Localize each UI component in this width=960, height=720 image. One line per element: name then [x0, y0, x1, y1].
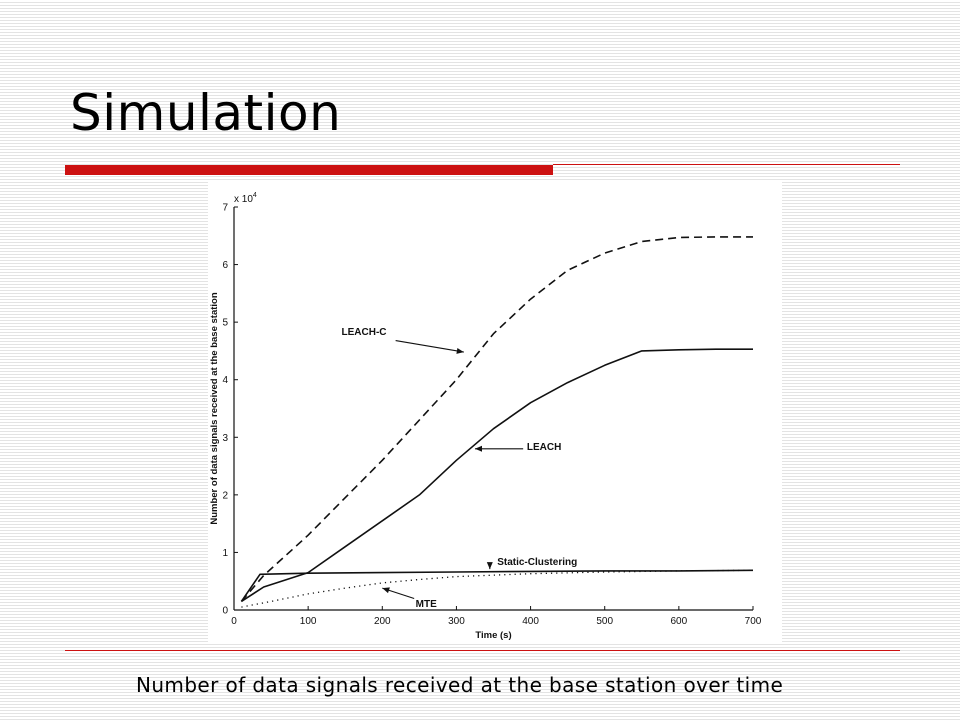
- y-tick-label: 6: [222, 260, 228, 271]
- annotation-arrow-leach-c: [395, 340, 464, 353]
- y-tick-label: 2: [222, 490, 228, 501]
- series-line-mte: [241, 569, 754, 608]
- x-tick-label: 0: [231, 616, 237, 627]
- series-line-leach: [240, 348, 753, 603]
- y-tick-label: 4: [222, 375, 228, 386]
- x-axis-label: Time (s): [475, 630, 511, 641]
- annotation-label-leach-c: LEACH-C: [342, 327, 387, 338]
- slide-title: Simulation: [70, 84, 342, 142]
- series-line-static-clustering: [240, 569, 754, 602]
- x-tick-label: 500: [596, 616, 613, 627]
- x-tick-label: 400: [522, 616, 539, 627]
- y-tick-label: 7: [222, 203, 228, 214]
- annotation-label-static-clustering: Static-Clustering: [497, 557, 577, 568]
- figure-caption: Number of data signals received at the b…: [136, 673, 784, 697]
- y-tick-label: 3: [222, 433, 228, 444]
- series-line-leach-c: [240, 236, 753, 602]
- chart-svg: 0 100 200 300 400 500 600 700 0 1 2 3 4 5 6 7 LEACH-C LE…: [209, 192, 762, 641]
- x-tick-label: 200: [374, 616, 391, 627]
- chart-figure: 0 100 200 300 400 500 600 700 0 1 2 3 4 5 6 7 LEACH-C LE…: [208, 180, 782, 642]
- y-tick-label: 5: [222, 318, 228, 329]
- annotation-label-mte: MTE: [416, 599, 437, 610]
- x-tick-label: 300: [448, 616, 465, 627]
- x-tick-label: 100: [300, 616, 317, 627]
- y-multiplier-base: x 10: [234, 194, 253, 205]
- annotation-label-leach: LEACH: [527, 442, 561, 453]
- y-multiplier: x 104: [234, 192, 257, 205]
- annotation-arrowhead-static-clustering: [486, 562, 493, 570]
- title-rule: [553, 164, 900, 165]
- title-accent-bar: [65, 165, 553, 175]
- y-tick-label: 1: [222, 548, 228, 559]
- annotation-arrowhead-leach: [475, 445, 482, 452]
- y-multiplier-exponent: 4: [253, 192, 257, 199]
- annotation-arrowhead-leach-c: [456, 348, 464, 354]
- x-tick-label: 600: [671, 616, 688, 627]
- y-tick-label: 0: [222, 606, 228, 617]
- caption-rule: [65, 650, 900, 651]
- y-axis-label: Number of data signals received at the b…: [209, 292, 220, 524]
- annotation-arrowhead-mte: [382, 587, 390, 594]
- x-tick-label: 700: [745, 616, 762, 627]
